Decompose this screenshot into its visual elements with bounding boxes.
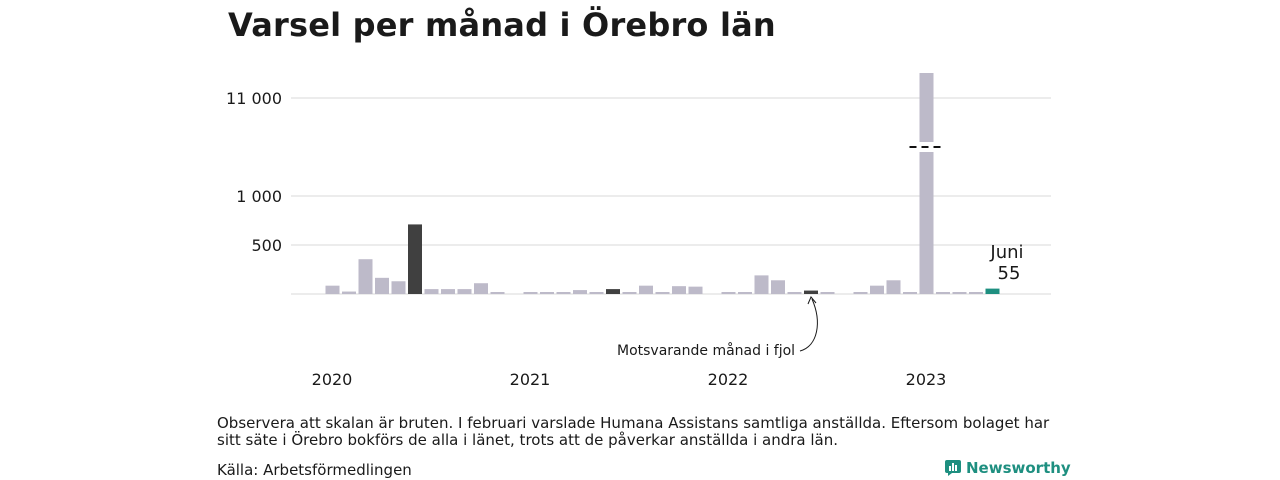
bar: [358, 259, 373, 294]
annotation-text: Motsvarande månad i fjol: [617, 342, 795, 359]
bar: [408, 224, 422, 294]
annotation-arrow: [799, 298, 818, 352]
bar: [424, 289, 439, 294]
bar: [853, 292, 868, 294]
bar: [325, 285, 340, 294]
bar: [540, 292, 554, 294]
bar: [457, 289, 472, 294]
bar: [589, 292, 604, 294]
y-tick-label: 1 000: [236, 187, 282, 206]
bar: [738, 292, 752, 294]
chart-title: Varsel per månad i Örebro län: [228, 6, 776, 44]
bar: [936, 292, 950, 294]
bar: [771, 280, 785, 294]
bar: [886, 280, 901, 294]
latest-month-label: Juni: [989, 242, 1023, 263]
latest-value-label: 55: [998, 263, 1021, 284]
bar: [556, 292, 571, 294]
bar: [820, 292, 835, 294]
bar: [622, 292, 637, 294]
chart-note: Observera att skalan är bruten. I februa…: [217, 414, 1050, 449]
bar-lower-segment: [919, 152, 934, 294]
bar: [754, 275, 769, 294]
annotation-arrowhead: [807, 296, 817, 305]
bar: [804, 290, 818, 294]
bar: [969, 292, 983, 294]
bar: [655, 292, 670, 294]
x-tick-label: 2023: [906, 370, 947, 389]
bar: [375, 277, 389, 294]
bar-upper-segment: [919, 73, 934, 142]
brand-name: Newsworthy: [966, 459, 1071, 477]
bar: [573, 290, 587, 294]
bar: [787, 292, 802, 294]
bar: [985, 288, 1000, 294]
newsworthy-logo-icon: [945, 460, 961, 476]
bar: [721, 292, 736, 294]
bar: [391, 281, 406, 294]
bar: [870, 285, 884, 294]
x-tick-label: 2022: [708, 370, 749, 389]
y-tick-label: 500: [251, 236, 282, 255]
bar: [490, 292, 505, 294]
bar-chart: 500 1 000 11 000 2020 2021 2022 2023 Motsvaran…: [226, 73, 1051, 389]
bar: [474, 283, 488, 294]
newsworthy-logo: Newsworthy: [945, 459, 1071, 477]
bar: [688, 286, 703, 294]
x-tick-label: 2020: [312, 370, 353, 389]
source-credit: Källa: Arbetsförmedlingen: [217, 461, 412, 479]
bar: [672, 286, 686, 294]
bar: [441, 289, 455, 294]
bar: [606, 289, 620, 294]
bar: [639, 285, 653, 294]
bar: [523, 292, 538, 294]
x-tick-label: 2021: [510, 370, 551, 389]
bar: [342, 291, 356, 294]
y-tick-label: 11 000: [226, 89, 282, 108]
bar: [952, 292, 967, 294]
bar: [903, 292, 917, 294]
